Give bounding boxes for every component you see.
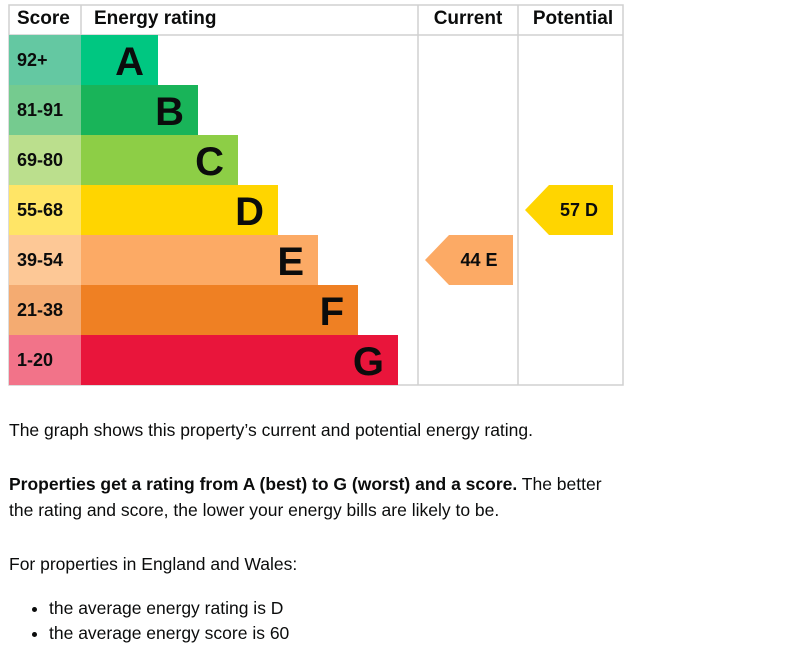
rating-letter-A: A <box>115 40 144 84</box>
header-current: Current <box>434 8 503 29</box>
current-rating-label: 44 E <box>460 250 497 270</box>
score-range-B: 81-91 <box>17 100 63 120</box>
rating-explanation-bold: Properties get a rating from A (best) to… <box>9 474 518 494</box>
score-cell-F <box>9 285 81 335</box>
score-cell-D <box>9 185 81 235</box>
average-score-item: the average energy score is 60 <box>49 621 289 646</box>
score-cell-G <box>9 335 81 385</box>
score-range-A: 92+ <box>17 50 48 70</box>
current-arrow <box>425 235 513 285</box>
rating-letter-G: G <box>353 340 384 384</box>
score-range-F: 21-38 <box>17 300 63 320</box>
rating-bar-E <box>81 235 318 285</box>
score-cell-A <box>9 35 81 85</box>
header-energy-rating: Energy rating <box>94 8 216 29</box>
rating-letter-D: D <box>235 190 264 234</box>
rating-explanation-rest: The better the rating and score, the low… <box>9 474 602 520</box>
rating-letter-C: C <box>195 140 224 184</box>
score-range-C: 69-80 <box>17 150 63 170</box>
score-range-D: 55-68 <box>17 200 63 220</box>
rating-bar-C <box>81 135 238 185</box>
rating-bar-D <box>81 185 278 235</box>
header-score: Score <box>17 8 70 29</box>
rating-bar-F <box>81 285 358 335</box>
header-potential: Potential <box>533 8 613 29</box>
england-wales-intro: For properties in England and Wales: <box>9 554 298 574</box>
average-rating-item: the average energy rating is D <box>49 596 289 621</box>
potential-rating-label: 57 D <box>560 200 598 220</box>
rating-explanation: Properties get a rating from A (best) to… <box>9 471 624 523</box>
energy-rating-chart: Score Energy rating Current Potential 92+ A 81… <box>8 4 624 386</box>
rating-letter-F: F <box>320 290 344 334</box>
score-cell-E <box>9 235 81 285</box>
rating-bar-G <box>81 335 398 385</box>
averages-list: the average energy rating is D the avera… <box>9 596 289 646</box>
score-range-G: 1-20 <box>17 350 53 370</box>
score-range-E: 39-54 <box>17 250 63 270</box>
rating-bar-A <box>81 35 158 85</box>
rating-bar-B <box>81 85 198 135</box>
potential-arrow <box>525 185 613 235</box>
rating-letter-B: B <box>155 90 184 134</box>
rating-letter-E: E <box>277 240 304 284</box>
score-cell-C <box>9 135 81 185</box>
score-cell-B <box>9 85 81 135</box>
graph-description: The graph shows this property’s current … <box>9 420 534 440</box>
